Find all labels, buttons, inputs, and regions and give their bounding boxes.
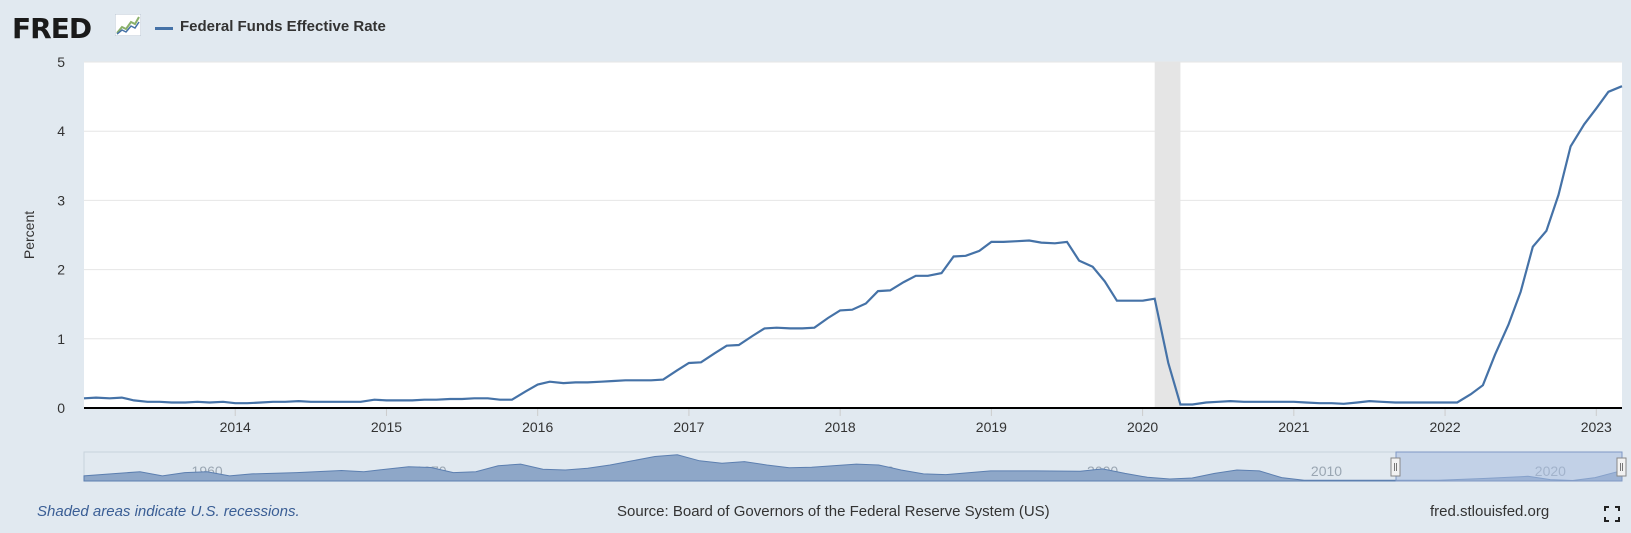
legend-label[interactable]: Federal Funds Effective Rate	[180, 18, 386, 35]
site-link[interactable]: fred.stlouisfed.org	[1430, 503, 1550, 520]
navigator-selected-range[interactable]	[1395, 451, 1623, 482]
header: FRED Federal Funds Effective Rate	[0, 0, 1631, 52]
fred-logo[interactable]: FRED	[12, 12, 92, 45]
x-tick-label: 2019	[976, 419, 1007, 435]
recession-note: Shaded areas indicate U.S. recessions.	[37, 503, 300, 520]
y-axis-label: Percent	[21, 211, 37, 259]
x-tick-label: 2021	[1278, 419, 1309, 435]
recession-band	[1154, 62, 1181, 408]
x-tick-label: 2015	[371, 419, 402, 435]
y-tick-label: 0	[57, 400, 65, 416]
fullscreen-icon[interactable]	[1604, 506, 1620, 522]
y-tick-label: 3	[57, 192, 65, 208]
navigator[interactable]: 1960197019801990200020102020	[83, 451, 1627, 482]
x-tick-label: 2018	[825, 419, 856, 435]
x-tick-label: 2017	[673, 419, 704, 435]
legend-swatch	[155, 27, 173, 30]
y-tick-label: 5	[57, 54, 65, 70]
recession-shading	[1154, 62, 1181, 408]
x-axis-ticks: 2014 2015 2016 2017 2018 2019 2020 2021 2022 2023	[220, 408, 1612, 435]
y-tick-label: 1	[57, 331, 65, 347]
navigator-area	[83, 454, 1623, 482]
x-tick-label: 2016	[522, 419, 553, 435]
y-tick-label: 2	[57, 262, 65, 278]
x-tick-label: 2014	[220, 419, 251, 435]
y-axis-ticks: 0 1 2 3 4 5	[57, 54, 65, 416]
plot-area	[84, 62, 1622, 408]
navigator-left-handle[interactable]	[1390, 457, 1401, 477]
source-text[interactable]: Source: Board of Governors of the Federa…	[617, 503, 1050, 520]
x-tick-label: 2020	[1127, 419, 1158, 435]
navigator-right-handle[interactable]	[1616, 457, 1627, 477]
x-tick-label: 2023	[1581, 419, 1612, 435]
series-line-federal-funds-rate	[83, 85, 1623, 406]
x-tick-label: 2022	[1429, 419, 1460, 435]
y-tick-label: 4	[57, 123, 65, 139]
navigator-tick-label: 2010	[1311, 463, 1342, 479]
trend-line-icon	[115, 14, 141, 36]
